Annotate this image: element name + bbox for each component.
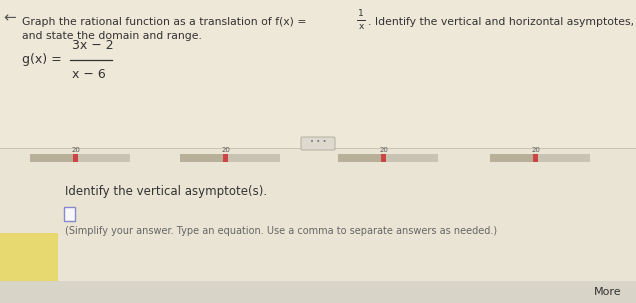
Bar	[383, 154, 438, 162]
Bar	[535, 154, 590, 162]
Text: 3x − 2: 3x − 2	[72, 39, 114, 52]
Bar	[0, 148, 636, 303]
Text: Identify the vertical asymptote(s).: Identify the vertical asymptote(s).	[65, 185, 267, 198]
Text: 20: 20	[71, 147, 80, 153]
Bar	[490, 154, 535, 162]
FancyBboxPatch shape	[301, 137, 335, 150]
Text: . Identify the vertical and horizontal asymptotes,: . Identify the vertical and horizontal a…	[368, 17, 634, 27]
Bar	[533, 154, 538, 162]
Bar	[73, 154, 78, 162]
Text: 20: 20	[531, 147, 540, 153]
Text: More: More	[594, 287, 622, 297]
Text: x − 6: x − 6	[72, 68, 106, 81]
Text: x: x	[358, 22, 364, 31]
Bar	[338, 154, 383, 162]
Bar	[225, 154, 280, 162]
Bar	[64, 207, 75, 221]
Text: 20: 20	[221, 147, 230, 153]
Text: (Simplify your answer. Type an equation. Use a comma to separate answers as need: (Simplify your answer. Type an equation.…	[65, 226, 497, 236]
Bar	[180, 154, 225, 162]
Bar	[0, 281, 636, 303]
Text: g(x) =: g(x) =	[22, 54, 66, 66]
Bar	[75, 154, 130, 162]
Bar	[0, 233, 58, 303]
Text: Graph the rational function as a translation of f(x) =: Graph the rational function as a transla…	[22, 17, 310, 27]
Text: 20: 20	[379, 147, 388, 153]
Text: ←: ←	[4, 11, 17, 25]
Text: 1: 1	[358, 9, 364, 18]
Bar	[223, 154, 228, 162]
Text: and state the domain and range.: and state the domain and range.	[22, 31, 202, 41]
Bar	[30, 154, 75, 162]
Bar	[381, 154, 386, 162]
Text: • • •: • • •	[310, 139, 326, 145]
